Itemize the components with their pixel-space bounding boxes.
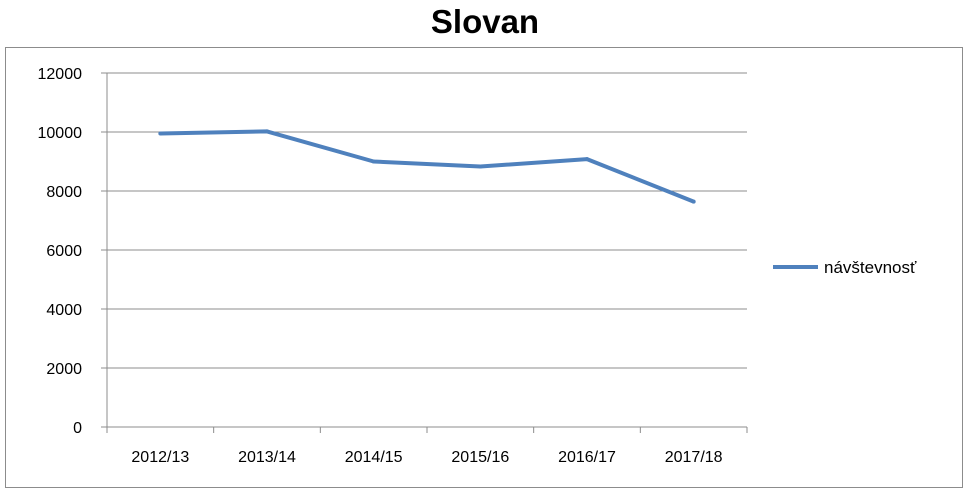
y-tick-label: 4000 [46,302,82,319]
series-group [158,129,696,204]
x-axis: 2012/13 2013/14 2014/15 2015/16 2016/17 2017/… [106,426,748,466]
data-point [371,159,376,164]
x-tick-label: 2012/13 [131,449,189,466]
x-tick-label: 2014/15 [345,449,403,466]
x-tick-label: 2016/17 [558,449,616,466]
data-point [691,199,696,204]
x-tick-label: 2015/16 [451,449,509,466]
series-line [160,129,695,204]
x-tick-label: 2017/18 [665,449,723,466]
legend-label: návštevnosť [824,258,917,277]
data-point [158,131,163,136]
x-tick-label: 2013/14 [238,449,296,466]
y-tick-label: 0 [73,420,82,437]
chart-title: Slovan [430,3,540,40]
chart-frame [5,47,963,488]
data-point [585,157,589,162]
y-tick-label: 8000 [46,184,82,201]
legend: návštevnosť [773,258,917,277]
data-point [265,129,269,134]
y-axis: 0 2000 4000 6000 8000 10000 12000 [38,66,108,437]
y-tick-label: 6000 [46,243,82,260]
data-point [478,164,483,169]
y-tick-label: 12000 [38,66,83,83]
y-tick-label: 10000 [38,125,83,142]
y-tick-label: 2000 [46,361,82,378]
gridlines [107,72,747,369]
